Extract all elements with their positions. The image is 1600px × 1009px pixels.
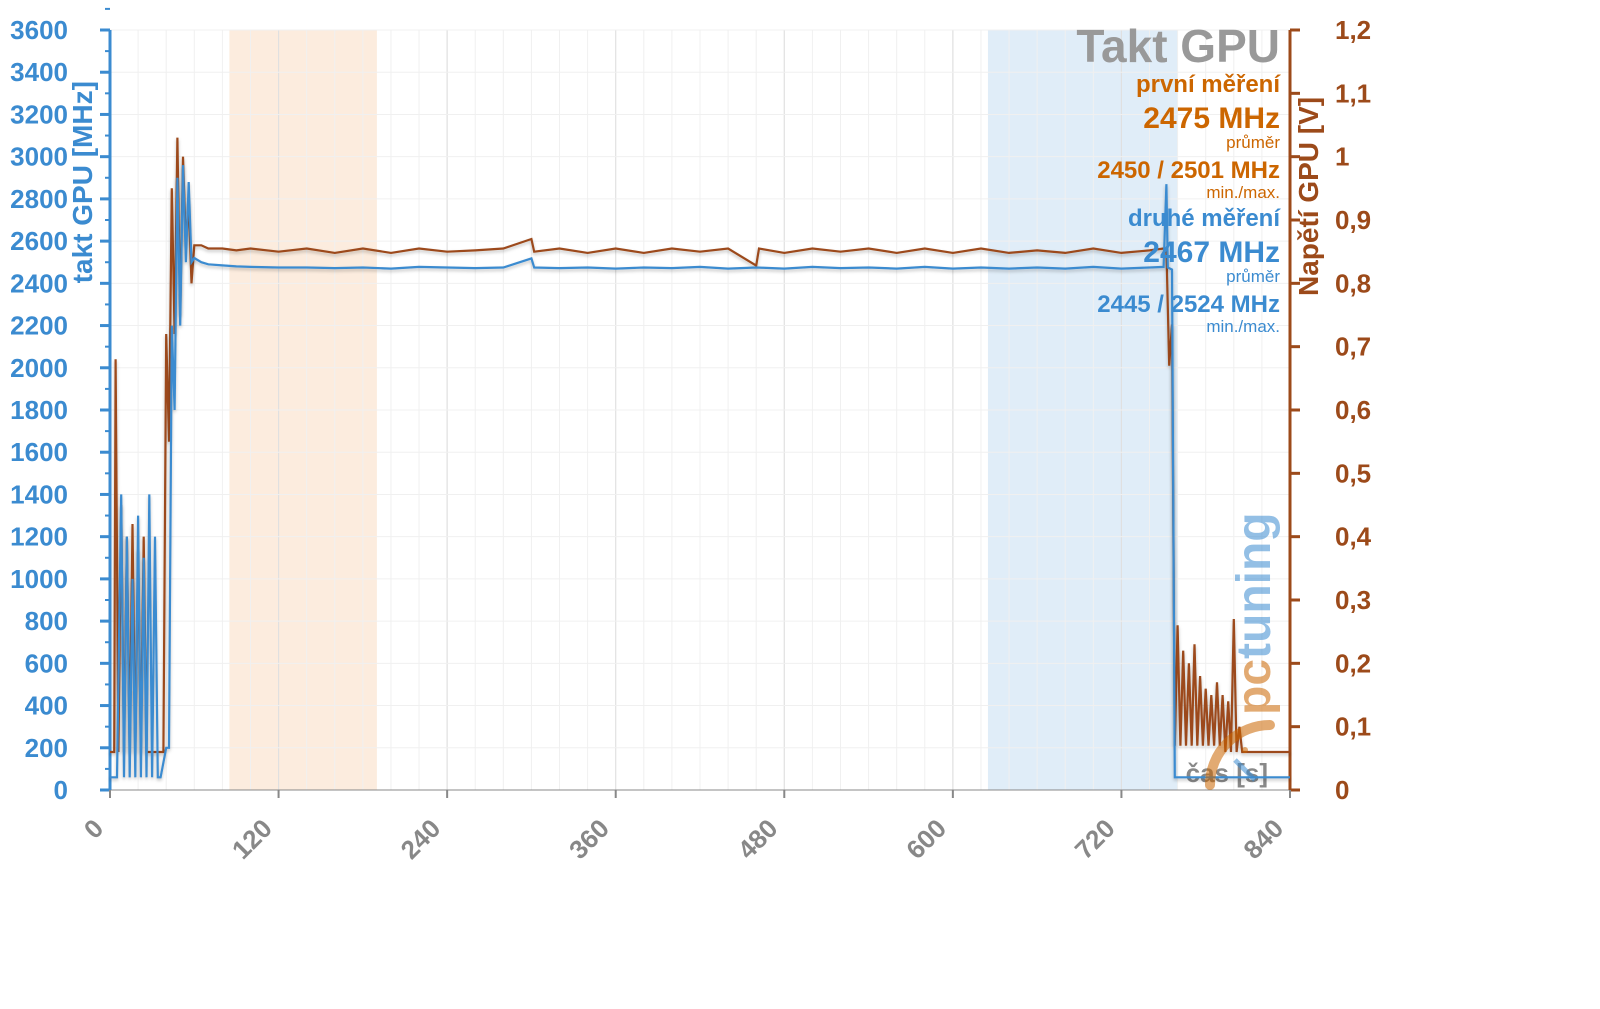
svg-text:0,5: 0,5	[1335, 458, 1371, 488]
svg-text:0: 0	[1335, 775, 1349, 805]
svg-text:0,4: 0,4	[1335, 522, 1372, 552]
svg-text:2400: 2400	[10, 268, 68, 298]
svg-text:1000: 1000	[10, 564, 68, 594]
y-axis-left-label: takt GPU [MHz]	[67, 81, 98, 283]
svg-text:3400: 3400	[10, 57, 68, 87]
svg-text:2000: 2000	[10, 353, 68, 383]
svg-text:1,2: 1,2	[1335, 15, 1371, 45]
y-axis-right-label: Napětí GPU [V]	[1293, 97, 1324, 296]
svg-text:1400: 1400	[10, 479, 68, 509]
stat-value: 2445 / 2524 MHz	[1097, 291, 1280, 318]
stat-sub: min./max.	[1206, 183, 1280, 202]
svg-text:1: 1	[1335, 142, 1349, 172]
svg-text:1800: 1800	[10, 395, 68, 425]
svg-text:0,9: 0,9	[1335, 205, 1371, 235]
svg-text:2200: 2200	[10, 311, 68, 341]
svg-text:2800: 2800	[10, 184, 68, 214]
svg-text:0: 0	[54, 775, 68, 805]
svg-text:400: 400	[25, 691, 68, 721]
svg-text:0,7: 0,7	[1335, 332, 1371, 362]
chart-title: Takt GPU	[1076, 20, 1280, 72]
svg-text:2600: 2600	[10, 226, 68, 256]
svg-text:600: 600	[25, 648, 68, 678]
svg-text:800: 800	[25, 606, 68, 636]
svg-text:1,1: 1,1	[1335, 78, 1371, 108]
svg-text:0,3: 0,3	[1335, 585, 1371, 615]
stat-sub: min./max.	[1206, 317, 1280, 336]
stat-value: 2475 MHz	[1143, 102, 1280, 135]
stat-sub: průměr	[1226, 133, 1280, 152]
svg-text:0,6: 0,6	[1335, 395, 1371, 425]
svg-text:0,2: 0,2	[1335, 648, 1371, 678]
x-axis-label: čas [s]	[1186, 758, 1268, 788]
svg-text:0,1: 0,1	[1335, 712, 1371, 742]
chart-container: 0 200 400 600 800 1000 1200 1400 1600 1800 2000 220…	[0, 0, 1600, 1009]
svg-text:0,8: 0,8	[1335, 268, 1371, 298]
svg-text:3000: 3000	[10, 142, 68, 172]
svg-text:pctuning: pctuning	[1228, 512, 1281, 715]
stat-label: první měření	[1136, 71, 1281, 98]
chart-svg: 0 200 400 600 800 1000 1200 1400 1600 1800 2000 220…	[0, 0, 1600, 1009]
svg-text:1600: 1600	[10, 437, 68, 467]
stat-sub: průměr	[1226, 267, 1280, 286]
svg-text:200: 200	[25, 733, 68, 763]
stat-value: 2450 / 2501 MHz	[1097, 157, 1280, 184]
svg-text:3600: 3600	[10, 15, 68, 45]
stat-label: druhé měření	[1128, 205, 1281, 232]
svg-text:1200: 1200	[10, 522, 68, 552]
svg-text:3200: 3200	[10, 99, 68, 129]
stat-value: 2467 MHz	[1143, 236, 1280, 269]
